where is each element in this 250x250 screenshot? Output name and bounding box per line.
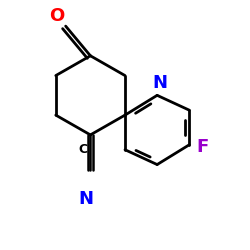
Text: N: N: [78, 190, 93, 208]
Text: O: O: [50, 7, 65, 25]
Text: F: F: [197, 138, 209, 156]
Text: C: C: [78, 143, 88, 156]
Text: N: N: [152, 74, 167, 92]
